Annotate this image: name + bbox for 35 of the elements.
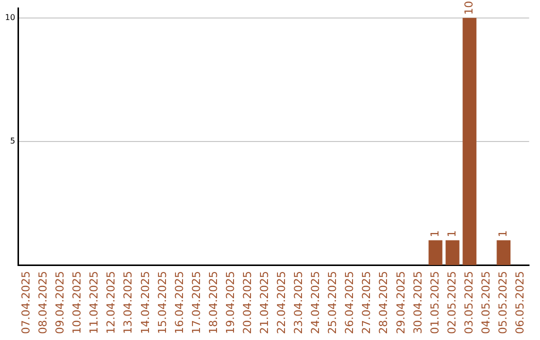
x-tick-label: 06.05.2025 [513, 271, 526, 334]
x-tick-label: 11.04.2025 [88, 271, 101, 334]
x-tick-label: 19.04.2025 [224, 271, 237, 334]
x-tick-label: 10.04.2025 [70, 271, 84, 334]
x-tick-label: 28.04.2025 [377, 271, 390, 334]
y-tick-label: 5 [10, 136, 16, 146]
data-label: 1 [428, 230, 442, 238]
x-tick-label: 18.04.2025 [206, 271, 220, 334]
x-tick-label: 23.04.2025 [292, 271, 306, 334]
x-tick-label: 20.04.2025 [240, 271, 254, 334]
x-tick-label: 09.04.2025 [54, 271, 67, 334]
x-tick-label: 08.04.2025 [36, 271, 50, 334]
data-label: 1 [496, 230, 510, 238]
x-tick-label: 02.05.2025 [445, 271, 458, 334]
data-label: 1 [445, 230, 458, 238]
data-label: 10 [462, 0, 476, 15]
x-tick-label: 22.04.2025 [275, 271, 288, 334]
x-tick-label: 04.05.2025 [479, 271, 492, 334]
x-tick-label: 27.04.2025 [360, 271, 374, 334]
x-tick-label: 25.04.2025 [326, 271, 340, 334]
x-tick-label: 01.05.2025 [428, 271, 442, 334]
x-tick-label: 12.04.2025 [104, 271, 118, 334]
x-tick-label: 29.04.2025 [394, 271, 408, 334]
x-tick-label: 16.04.2025 [172, 271, 186, 334]
x-tick-label: 03.05.2025 [462, 271, 476, 334]
x-tick-label: 26.04.2025 [343, 271, 356, 334]
x-tick-label: 13.04.2025 [122, 271, 135, 334]
x-tick-label: 15.04.2025 [156, 271, 169, 334]
x-tick-label: 24.04.2025 [309, 271, 322, 334]
x-tick-label: 21.04.2025 [258, 271, 272, 334]
x-tick-label: 05.05.2025 [496, 271, 510, 334]
x-tick-label: 07.04.2025 [20, 271, 33, 334]
x-tick-label: 30.04.2025 [411, 271, 424, 334]
x-tick-label: 17.04.2025 [190, 271, 203, 334]
x-tick-label: 14.04.2025 [138, 271, 152, 334]
